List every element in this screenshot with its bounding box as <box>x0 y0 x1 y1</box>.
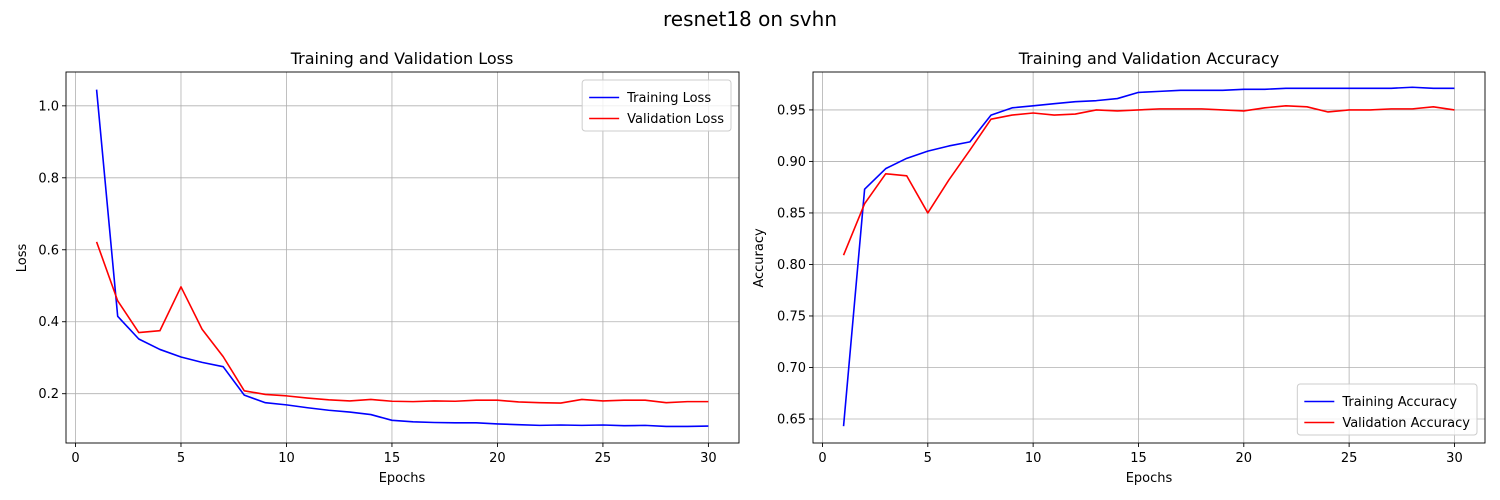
loss-chart-ytick-label: 0.4 <box>38 315 59 330</box>
loss-chart-xtick-label: 0 <box>71 451 79 466</box>
accuracy-chart-legend-label-training: Training Accuracy <box>1341 395 1457 410</box>
loss-chart-series-validation-line <box>95 241 709 404</box>
loss-chart-ytick-label: 0.8 <box>38 171 59 186</box>
accuracy-chart-xtick-label: 25 <box>1341 451 1358 466</box>
accuracy-chart-title: Training and Validation Accuracy <box>1018 49 1280 68</box>
loss-chart-xtick-label: 10 <box>278 451 295 466</box>
accuracy-chart-axes-frame <box>812 71 1486 444</box>
accuracy-chart-legend-box <box>1296 383 1478 436</box>
loss-chart-legend-label-validation: Validation Loss <box>627 112 724 127</box>
accuracy-chart-ytick-label: 0.75 <box>777 309 806 324</box>
accuracy-chart-xtick-label: 15 <box>1130 451 1147 466</box>
accuracy-chart-ylabel: Accuracy <box>752 228 767 288</box>
accuracy-chart: Training and Validation Accuracy Epochs … <box>752 49 1486 486</box>
loss-chart: Training and Validation Loss Epochs Loss… <box>15 49 740 486</box>
loss-chart-ytick-label: 0.6 <box>38 243 59 258</box>
accuracy-chart-ytick-label: 0.85 <box>777 206 806 221</box>
accuracy-chart-xtick-label: 20 <box>1236 451 1253 466</box>
loss-chart-ylabel: Loss <box>15 244 30 273</box>
accuracy-chart-xtick-label: 5 <box>924 451 932 466</box>
accuracy-chart-xlabel: Epochs <box>1126 471 1173 486</box>
loss-chart-xtick-label: 15 <box>384 451 401 466</box>
loss-chart-xtick-label: 20 <box>489 451 506 466</box>
loss-chart-legend-label-training: Training Loss <box>626 91 711 106</box>
accuracy-chart-legend: Training Accuracy Validation Accuracy <box>1296 383 1478 436</box>
loss-chart-xtick-label: 25 <box>595 451 612 466</box>
accuracy-chart-ytick-label: 0.80 <box>777 258 806 273</box>
loss-chart-ytick-label: 1.0 <box>38 99 59 114</box>
loss-chart-legend: Training Loss Validation Loss <box>581 79 732 132</box>
loss-chart-series-training-line <box>95 89 709 428</box>
accuracy-chart-series-training-line <box>842 86 1455 427</box>
loss-chart-axes-frame <box>65 71 740 444</box>
accuracy-chart-ytick-label: 0.95 <box>777 103 806 118</box>
accuracy-chart-xtick-label: 0 <box>818 451 826 466</box>
figure-title: resnet18 on svhn <box>663 7 837 31</box>
loss-chart-xlabel: Epochs <box>379 471 426 486</box>
loss-chart-legend-box <box>581 79 732 132</box>
accuracy-chart-xtick-label: 30 <box>1446 451 1463 466</box>
accuracy-chart-xtick-label: 10 <box>1025 451 1042 466</box>
loss-chart-title: Training and Validation Loss <box>290 49 514 68</box>
loss-chart-xtick-label: 30 <box>700 451 717 466</box>
accuracy-chart-ytick-label: 0.70 <box>777 361 806 376</box>
accuracy-chart-ytick-label: 0.65 <box>777 412 806 427</box>
accuracy-chart-series-validation-line <box>842 104 1455 256</box>
accuracy-chart-ytick-label: 0.90 <box>777 155 806 170</box>
loss-chart-ytick-label: 0.2 <box>38 387 59 402</box>
loss-chart-xtick-label: 5 <box>177 451 185 466</box>
accuracy-chart-legend-label-validation: Validation Accuracy <box>1342 416 1470 431</box>
